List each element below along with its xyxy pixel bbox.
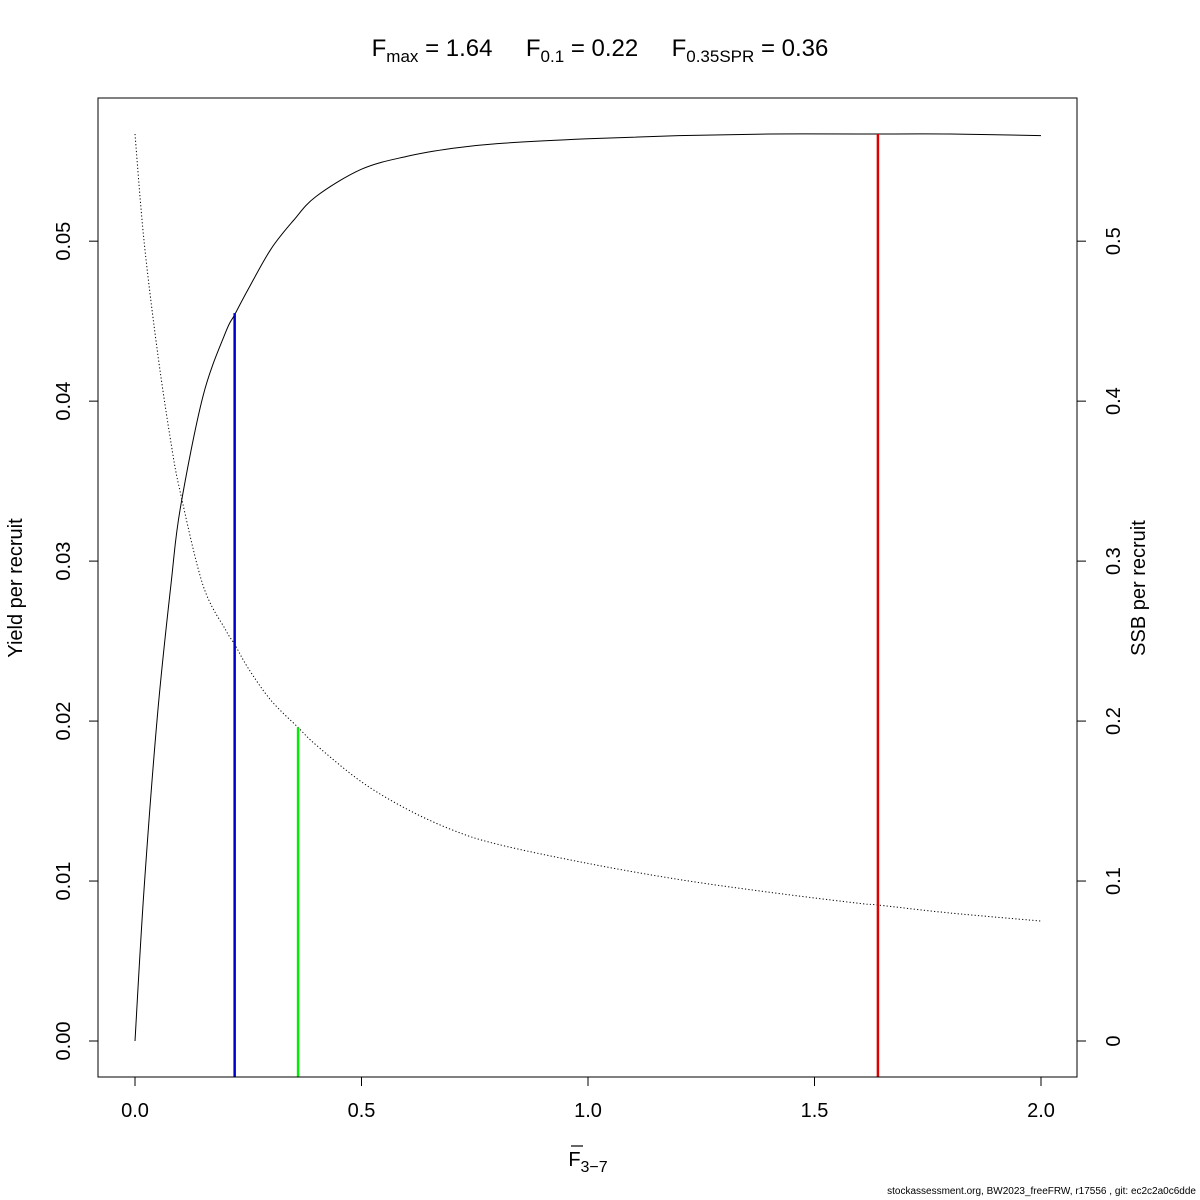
x-tick-label: 1.0 — [574, 1100, 602, 1122]
title-f01-value: 0.22 — [592, 35, 639, 62]
x-axis-title: F3−7 — [568, 1149, 607, 1176]
ssb-per-recruit-line — [134, 133, 1042, 922]
chart-marks — [134, 133, 1042, 1077]
plot-frame — [97, 97, 1078, 1078]
x-axis-title-subscript: 3−7 — [581, 1159, 608, 1176]
y2-tick-label: 0.5 — [1103, 227, 1125, 255]
x-tick-label: 2.0 — [1027, 1100, 1055, 1122]
y2-tick-label: 0.1 — [1103, 867, 1125, 895]
x-axis-title-main: F — [568, 1149, 580, 1171]
chart-axes: 0.0 0.5 1.0 1.5 2.0 0.00 0.01 0.02 0.03 0.04 0.05 0… — [53, 222, 1125, 1122]
title-fspr-symbol: F — [672, 35, 687, 62]
x-tick-label: 0.5 — [348, 1100, 376, 1122]
title-fspr-subscript: 0.35SPR — [686, 47, 754, 66]
title-fmax-subscript: max — [386, 47, 419, 66]
chart-title: Fmax = 1.64 F0.1 = 0.22 F0.35SPR = 0.36 — [372, 35, 829, 66]
y-tick-label: 0.01 — [53, 862, 75, 901]
y2-tick-label: 0.4 — [1103, 387, 1125, 415]
title-f01-symbol: F — [526, 35, 541, 62]
title-fmax-symbol: F — [372, 35, 387, 62]
y2-tick-label: 0.3 — [1103, 547, 1125, 575]
y-tick-label: 0.03 — [53, 542, 75, 581]
title-fmax-value: 1.64 — [446, 35, 493, 62]
title-fspr-value: 0.36 — [782, 35, 829, 62]
x-tick-label: 0.0 — [121, 1100, 149, 1122]
y2-axis-title: SSB per recruit — [1128, 520, 1150, 656]
y-tick-label: 0.02 — [53, 702, 75, 741]
x-tick-label: 1.5 — [801, 1100, 829, 1122]
yield-per-recruit-line — [134, 133, 1042, 1042]
y-tick-label: 0.05 — [53, 222, 75, 261]
y-tick-label: 0.00 — [53, 1022, 75, 1061]
y2-tick-label: 0 — [1103, 1035, 1125, 1046]
y-tick-label: 0.04 — [53, 382, 75, 421]
y-axis-title: Yield per recruit — [5, 518, 27, 658]
title-f01-subscript: 0.1 — [541, 47, 565, 66]
footer-note: stockassessment.org, BW2023_freeFRW, r17… — [887, 1186, 1196, 1197]
y2-tick-label: 0.2 — [1103, 707, 1125, 735]
